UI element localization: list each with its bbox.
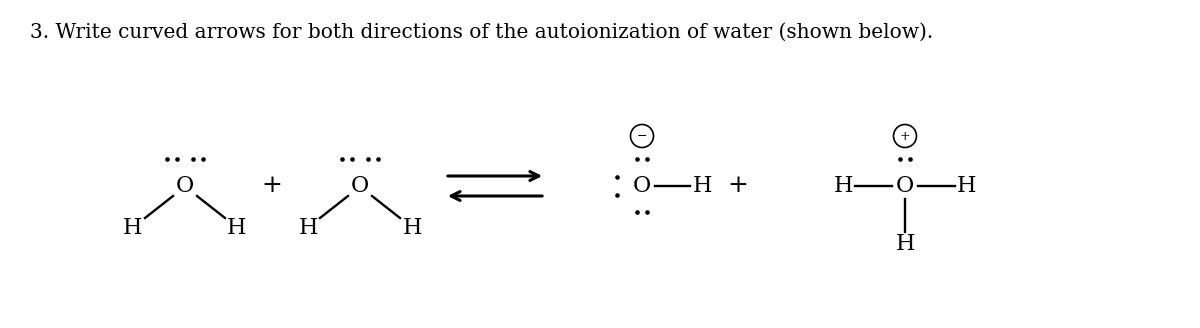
Text: H: H (227, 217, 247, 239)
Text: H: H (402, 217, 421, 239)
Text: H: H (124, 217, 143, 239)
Text: H: H (833, 175, 853, 197)
Text: H: H (299, 217, 318, 239)
Text: 3. Write curved arrows for both directions of the autoionization of water (shown: 3. Write curved arrows for both directio… (30, 23, 934, 42)
Text: −: − (637, 130, 647, 142)
Text: +: + (900, 130, 911, 142)
Text: H: H (958, 175, 977, 197)
Text: O: O (350, 175, 370, 197)
Text: O: O (176, 175, 194, 197)
Text: O: O (632, 175, 652, 197)
Text: O: O (896, 175, 914, 197)
Text: +: + (262, 174, 282, 197)
Text: H: H (692, 175, 712, 197)
Text: H: H (895, 233, 914, 255)
Text: +: + (727, 174, 749, 197)
